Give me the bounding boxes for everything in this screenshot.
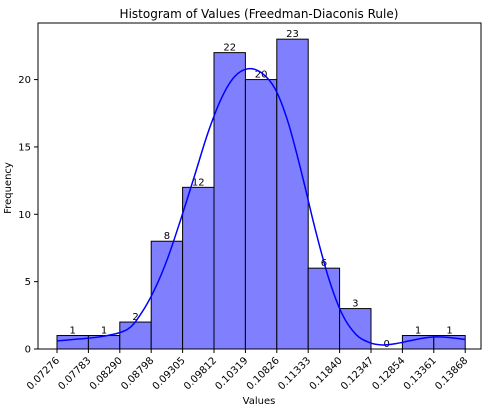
bar-count-label: 20 bbox=[255, 70, 268, 81]
x-tick-label: 0.09812 bbox=[182, 355, 219, 392]
histogram-bar bbox=[307, 267, 341, 350]
x-tick-label: 0.08798 bbox=[119, 355, 156, 392]
histogram-bar bbox=[276, 38, 309, 350]
histogram-bar bbox=[213, 52, 246, 350]
x-tick-label: 0.12347 bbox=[339, 355, 376, 392]
x-tick-label: 0.09305 bbox=[151, 355, 188, 392]
bars-group bbox=[56, 38, 466, 350]
x-tick-label: 0.11333 bbox=[276, 355, 313, 392]
x-tick-label: 0.10319 bbox=[213, 355, 250, 392]
x-tick-label: 0.08290 bbox=[88, 355, 125, 392]
bar-count-label: 12 bbox=[192, 177, 205, 188]
y-axis-label: Frequency bbox=[3, 162, 14, 214]
bar-count-label: 1 bbox=[70, 326, 76, 337]
y-tick-label: 10 bbox=[18, 210, 31, 221]
bar-count-label: 2 bbox=[132, 312, 138, 323]
bar-count-label: 1 bbox=[415, 326, 421, 337]
bar-count-label: 1 bbox=[101, 326, 107, 337]
y-axis-ticks: 0 5 10 15 20 bbox=[18, 75, 38, 356]
kde-line bbox=[56, 67, 466, 346]
x-tick-label: 0.11840 bbox=[308, 355, 345, 392]
histogram-bar bbox=[244, 79, 278, 350]
x-tick-label: 0.13868 bbox=[433, 355, 470, 392]
bar-count-label: 23 bbox=[286, 29, 299, 40]
histogram-bar bbox=[56, 335, 89, 350]
bar-count-label: 1 bbox=[446, 326, 452, 337]
plot-frame bbox=[37, 22, 482, 350]
bar-count-label: 3 bbox=[352, 299, 358, 310]
x-tick-label: 0.12854 bbox=[370, 355, 407, 392]
x-tick-label: 0.13361 bbox=[402, 355, 439, 392]
histogram-bar bbox=[182, 186, 215, 350]
y-tick-label: 15 bbox=[18, 142, 31, 153]
y-tick-label: 20 bbox=[18, 75, 31, 86]
histogram-bar bbox=[150, 240, 184, 350]
y-tick-label: 0 bbox=[25, 345, 31, 356]
x-tick-label: 0.07276 bbox=[25, 355, 62, 392]
x-tick-label: 0.07783 bbox=[56, 355, 93, 392]
x-axis-ticks: 0.072760.077830.082900.087980.093050.098… bbox=[25, 349, 470, 392]
y-tick-label: 5 bbox=[25, 277, 31, 288]
bar-count-label: 8 bbox=[164, 231, 170, 242]
chart-title: Histogram of Values (Freedman-Diaconis R… bbox=[120, 7, 399, 21]
bar-count-label: 22 bbox=[223, 43, 236, 54]
histogram-bar bbox=[339, 308, 372, 350]
x-axis-label: Values bbox=[243, 396, 276, 407]
histogram-bar bbox=[119, 321, 152, 350]
x-tick-label: 0.10826 bbox=[245, 355, 282, 392]
